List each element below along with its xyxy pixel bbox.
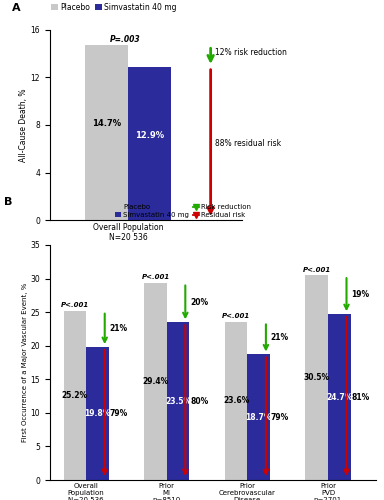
- Text: 24.7%: 24.7%: [326, 392, 353, 402]
- Text: 14.7%: 14.7%: [92, 120, 121, 128]
- Text: P=.003: P=.003: [110, 34, 141, 43]
- Text: 19%: 19%: [351, 290, 369, 299]
- Legend: Placebo, Simvastatin 40 mg, Risk reduction, Residual risk: Placebo, Simvastatin 40 mg, Risk reducti…: [112, 202, 254, 221]
- Text: 23.5%: 23.5%: [165, 396, 191, 406]
- Text: 18.7%: 18.7%: [245, 412, 272, 422]
- Text: 79%: 79%: [109, 409, 128, 418]
- Legend: Placebo, Simvastatin 40 mg: Placebo, Simvastatin 40 mg: [48, 0, 179, 14]
- Text: B: B: [4, 197, 13, 207]
- Y-axis label: First Occurrence of a Major Vascular Event, %: First Occurrence of a Major Vascular Eve…: [22, 283, 28, 442]
- Text: P<.001: P<.001: [222, 313, 250, 319]
- Text: 88% residual risk: 88% residual risk: [215, 139, 281, 148]
- Text: 25.2%: 25.2%: [62, 391, 88, 400]
- Y-axis label: All-Cause Death, %: All-Cause Death, %: [19, 88, 28, 162]
- Bar: [144, 282, 167, 480]
- Bar: [86, 46, 128, 220]
- Text: 21%: 21%: [271, 334, 289, 342]
- Text: 21%: 21%: [109, 324, 128, 334]
- Text: 30.5%: 30.5%: [304, 373, 330, 382]
- Bar: [86, 347, 109, 480]
- Bar: [167, 322, 189, 480]
- Text: 81%: 81%: [351, 392, 369, 402]
- Text: 80%: 80%: [190, 396, 209, 406]
- Text: P<.001: P<.001: [61, 302, 89, 308]
- Bar: [64, 311, 86, 480]
- Text: 29.4%: 29.4%: [142, 377, 169, 386]
- Text: 19.8%: 19.8%: [84, 409, 111, 418]
- Text: 23.6%: 23.6%: [223, 396, 249, 406]
- Text: 12% risk reduction: 12% risk reduction: [215, 48, 287, 57]
- Text: 20%: 20%: [190, 298, 208, 307]
- Text: P<.001: P<.001: [141, 274, 170, 280]
- Bar: [128, 67, 171, 220]
- Text: 79%: 79%: [271, 412, 289, 422]
- Text: 12.9%: 12.9%: [135, 131, 164, 140]
- Text: P<.001: P<.001: [303, 266, 331, 272]
- Bar: [328, 314, 351, 480]
- Bar: [247, 354, 270, 480]
- Bar: [305, 275, 328, 480]
- Text: A: A: [12, 3, 20, 13]
- Bar: [225, 322, 247, 480]
